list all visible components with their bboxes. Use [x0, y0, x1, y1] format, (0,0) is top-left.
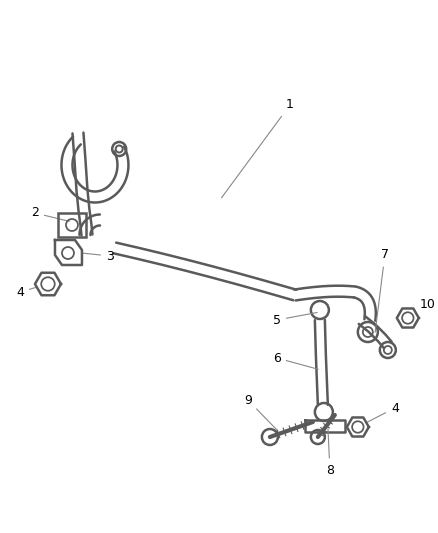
Text: 4: 4	[360, 401, 399, 426]
Text: 7: 7	[375, 248, 389, 332]
Polygon shape	[305, 420, 345, 432]
Text: 6: 6	[273, 351, 318, 369]
Text: 3: 3	[75, 249, 114, 262]
Text: 9: 9	[244, 393, 278, 431]
Text: 4: 4	[16, 285, 45, 298]
Polygon shape	[397, 309, 419, 327]
Polygon shape	[35, 273, 61, 295]
Text: 2: 2	[31, 206, 69, 221]
Polygon shape	[347, 417, 369, 437]
Text: 8: 8	[326, 429, 334, 477]
Polygon shape	[55, 240, 82, 265]
Bar	[58, 213, 86, 237]
Text: 1: 1	[222, 99, 294, 198]
Text: 10: 10	[410, 298, 436, 317]
Text: 5: 5	[273, 312, 317, 327]
